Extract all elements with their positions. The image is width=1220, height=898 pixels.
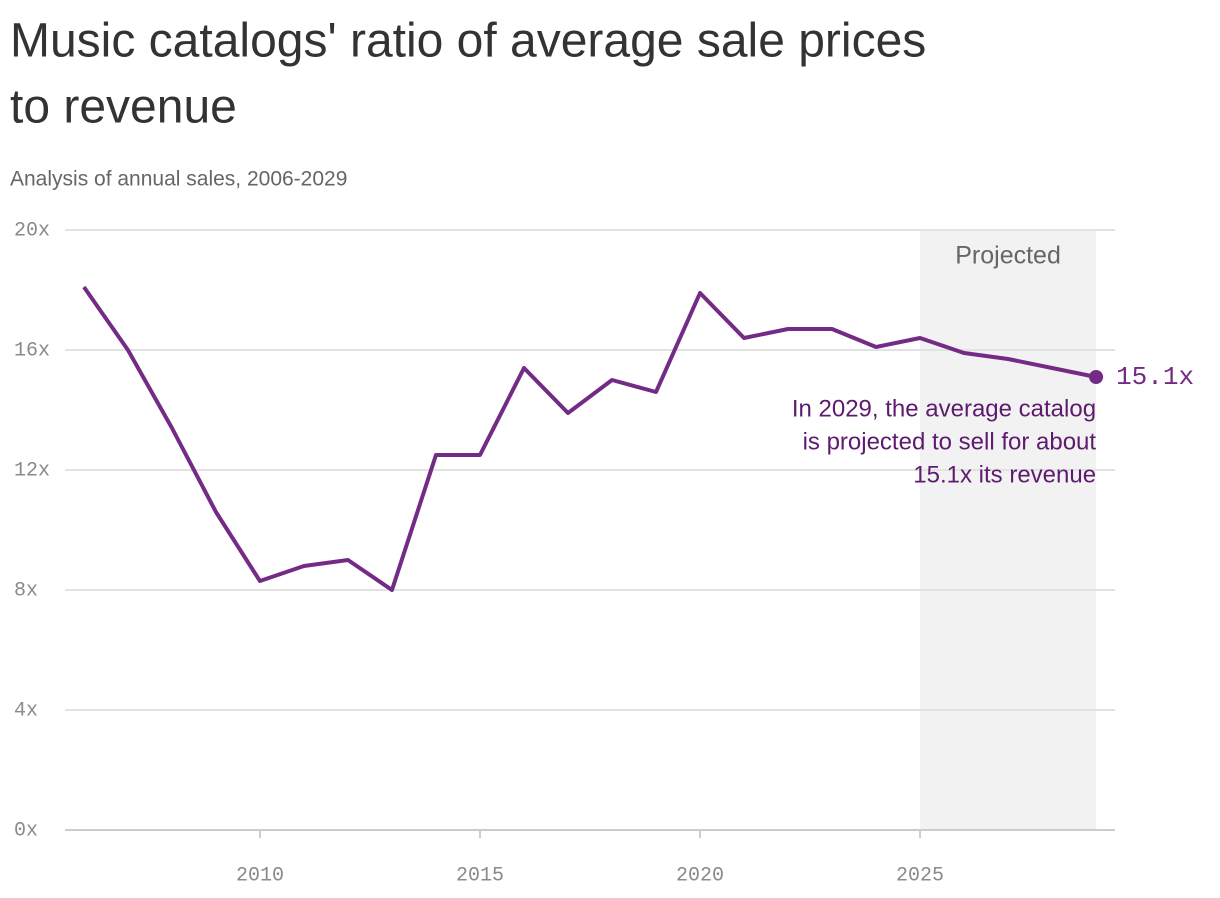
chart-title: to revenue — [10, 81, 237, 134]
x-tick-label: 2020 — [676, 864, 724, 887]
x-tick-label: 2025 — [896, 864, 944, 887]
chart-title: Music catalogs' ratio of average sale pr… — [10, 15, 926, 68]
annotation: is projected to sell for about — [803, 428, 1097, 455]
end-label: 15.1x — [1116, 362, 1194, 392]
projected-label: Projected — [955, 242, 1061, 270]
y-tick-label: 0x — [14, 819, 38, 842]
chart-subtitle: Analysis of annual sales, 2006-2029 — [10, 168, 347, 191]
x-tick-label: 2010 — [236, 864, 284, 887]
y-tick-label: 12x — [14, 459, 50, 482]
y-tick-label: 8x — [14, 579, 38, 602]
y-tick-label: 16x — [14, 339, 50, 362]
y-tick-label: 20x — [14, 219, 50, 242]
y-tick-label: 4x — [14, 699, 38, 722]
end-point — [1089, 370, 1104, 384]
line — [82, 285, 1097, 592]
annotation: In 2029, the average catalog — [792, 395, 1096, 422]
annotation: 15.1x its revenue — [913, 461, 1096, 488]
x-tick-label: 2015 — [456, 864, 504, 887]
projected-band — [920, 230, 1097, 830]
